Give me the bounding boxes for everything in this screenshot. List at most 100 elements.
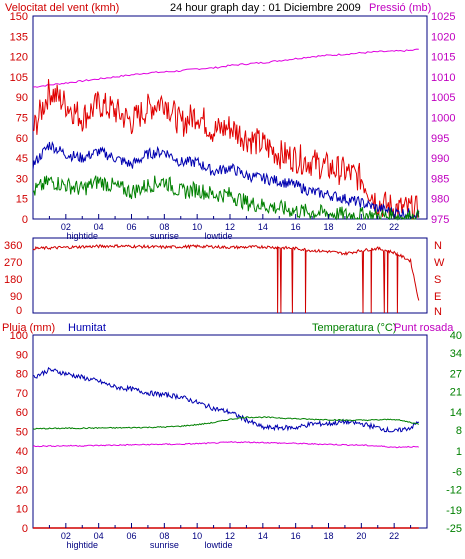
pressure-tick-label: 1020 bbox=[431, 31, 455, 43]
pressure-tick-label: 990 bbox=[431, 153, 449, 165]
hour-tick-label-bottom: 18 bbox=[323, 531, 333, 541]
hour-tick-label-top: 02 bbox=[61, 222, 71, 232]
dewpoint-axis-label: Punt rosada bbox=[394, 322, 454, 334]
hour-tick-label-bottom: 04 bbox=[94, 531, 104, 541]
event-label-lowtide-bottom: lowtide bbox=[205, 540, 233, 550]
wind-tick-label: 75 bbox=[16, 113, 28, 125]
pressure-tick-label: 1005 bbox=[431, 92, 455, 104]
hour-tick-label-top: 20 bbox=[356, 222, 366, 232]
event-label-hightide-top: hightide bbox=[66, 231, 98, 241]
event-label-hightide-bottom: hightide bbox=[66, 540, 98, 550]
humidity-tick-label: 100 bbox=[10, 330, 28, 342]
temperature-tick-label: 21 bbox=[450, 386, 462, 398]
panel-wind-pressure bbox=[32, 15, 428, 220]
direction-tick-360: 360 bbox=[4, 240, 22, 252]
wind-average-line bbox=[32, 141, 420, 220]
humidity-tick-label: 30 bbox=[16, 465, 28, 477]
temperature-tick-label: 40 bbox=[450, 330, 462, 342]
pressure-tick-label: 1025 bbox=[431, 11, 455, 23]
wind-direction-line bbox=[32, 243, 420, 314]
wind-tick-label: 105 bbox=[10, 72, 28, 84]
hour-tick-label-bottom: 02 bbox=[61, 531, 71, 541]
humidity-tick-label: 50 bbox=[16, 427, 28, 439]
event-label-sunrise-top: sunrise bbox=[150, 231, 179, 241]
hour-tick-label-top: 18 bbox=[323, 222, 333, 232]
hour-tick-label-top: 16 bbox=[291, 222, 301, 232]
hour-tick-label-top: 14 bbox=[258, 222, 268, 232]
direction-tick-0: 0 bbox=[16, 305, 22, 317]
humidity-tick-label: 80 bbox=[16, 369, 28, 381]
temperature-tick-label: -25 bbox=[446, 523, 462, 535]
wind-speed-axis-label: Velocitat del vent (kmh) bbox=[5, 2, 119, 14]
wind-tick-label: 150 bbox=[10, 11, 28, 23]
compass-tick-e: E bbox=[434, 291, 441, 303]
event-label-lowtide-top: lowtide bbox=[205, 231, 233, 241]
graph-title: 24 hour graph day : 01 Diciembre 2009 bbox=[170, 2, 361, 14]
hour-tick-label-top: 12 bbox=[225, 222, 235, 232]
panel-wind-direction bbox=[32, 237, 428, 314]
direction-degree-ticks: 360 270 180 90 0 bbox=[4, 240, 22, 317]
wind-tick-label: 120 bbox=[10, 52, 28, 64]
pressure-tick-label: 1000 bbox=[431, 113, 455, 125]
humidity-tick-label: 0 bbox=[22, 523, 28, 535]
temperature-tick-label: 27 bbox=[450, 369, 462, 381]
wind-minimum-line bbox=[32, 175, 420, 221]
hour-tick-label-bottom: 12 bbox=[225, 531, 235, 541]
wind-gust-line bbox=[32, 79, 420, 220]
hour-tick-label-bottom: 08 bbox=[159, 531, 169, 541]
wind-tick-label: 30 bbox=[16, 173, 28, 185]
temperature-tick-label: 34 bbox=[450, 348, 462, 360]
compass-tick-n-top: N bbox=[434, 240, 442, 252]
temperature-tick-label: 1 bbox=[456, 446, 462, 458]
temperature-tick-label: -12 bbox=[446, 484, 462, 496]
axis-ticks: 0153045607590105120135150975980985990995… bbox=[10, 11, 462, 535]
hour-tick-label-top: 22 bbox=[389, 222, 399, 232]
temperature-tick-label: -6 bbox=[452, 467, 462, 479]
wind-tick-label: 135 bbox=[10, 31, 28, 43]
temperature-line bbox=[32, 416, 420, 430]
compass-tick-n-bottom: N bbox=[434, 306, 442, 318]
temperature-tick-label: 8 bbox=[456, 425, 462, 437]
hour-tick-label-top: 06 bbox=[126, 222, 136, 232]
wind-tick-label: 0 bbox=[22, 214, 28, 226]
hour-tick-label-bottom: 20 bbox=[356, 531, 366, 541]
compass-tick-s: S bbox=[434, 274, 441, 286]
pressure-tick-label: 975 bbox=[431, 214, 449, 226]
temperature-tick-label: 14 bbox=[450, 407, 462, 419]
panel-humidity-temperature bbox=[32, 334, 428, 529]
event-label-sunrise-bottom: sunrise bbox=[150, 540, 179, 550]
dewpoint-line bbox=[32, 441, 419, 449]
wind-tick-label: 15 bbox=[16, 194, 28, 206]
wind-tick-label: 60 bbox=[16, 133, 28, 145]
humidity-tick-label: 20 bbox=[16, 484, 28, 496]
humidity-line bbox=[33, 366, 420, 433]
hour-tick-label-bottom: 16 bbox=[291, 531, 301, 541]
humidity-axis-label: Humitat bbox=[68, 322, 106, 334]
pressure-tick-label: 995 bbox=[431, 133, 449, 145]
direction-tick-90: 90 bbox=[10, 291, 22, 303]
humidity-tick-label: 60 bbox=[16, 407, 28, 419]
hour-tick-label-top: 10 bbox=[192, 222, 202, 232]
hour-tick-label-bottom: 22 bbox=[389, 531, 399, 541]
direction-tick-270: 270 bbox=[4, 257, 22, 269]
pressure-tick-label: 985 bbox=[431, 173, 449, 185]
pressure-axis-label: Pressió (mb) bbox=[369, 2, 431, 14]
direction-tick-180: 180 bbox=[4, 274, 22, 286]
wind-tick-label: 45 bbox=[16, 153, 28, 165]
humidity-tick-label: 40 bbox=[16, 446, 28, 458]
humidity-tick-label: 70 bbox=[16, 388, 28, 400]
pressure-tick-label: 1010 bbox=[431, 72, 455, 84]
pressure-tick-label: 980 bbox=[431, 194, 449, 206]
x-axis: 02 04 06 08 10 12 14 16 18 20 22 hightide sunrise low… bbox=[48, 214, 412, 550]
hour-tick-label-bottom: 14 bbox=[258, 531, 268, 541]
pressure-tick-label: 1015 bbox=[431, 52, 455, 64]
humidity-tick-label: 90 bbox=[16, 349, 28, 361]
humidity-tick-label: 10 bbox=[16, 504, 28, 516]
hour-tick-label-top: 04 bbox=[94, 222, 104, 232]
temperature-axis-label: Temperatura (°C) bbox=[312, 322, 396, 334]
direction-compass-ticks: N W S E N bbox=[434, 240, 445, 318]
hour-tick-label-bottom: 06 bbox=[126, 531, 136, 541]
hour-tick-label-top: 08 bbox=[159, 222, 169, 232]
hour-tick-label-bottom: 10 bbox=[192, 531, 202, 541]
